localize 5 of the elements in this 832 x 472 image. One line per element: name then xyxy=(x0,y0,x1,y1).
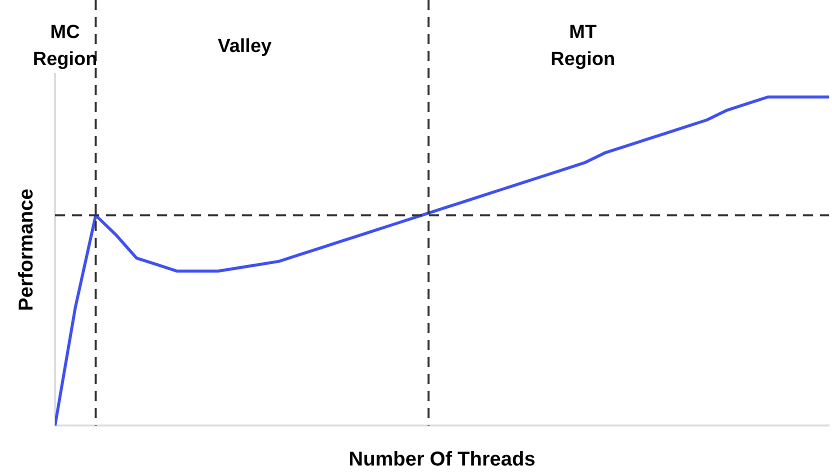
text: Valley xyxy=(218,36,272,57)
y-axis-title: Performance xyxy=(16,188,38,311)
x-axis-title: Number Of Threads xyxy=(348,448,536,471)
text: MT Region xyxy=(550,22,616,70)
text: MC Region xyxy=(32,22,98,70)
